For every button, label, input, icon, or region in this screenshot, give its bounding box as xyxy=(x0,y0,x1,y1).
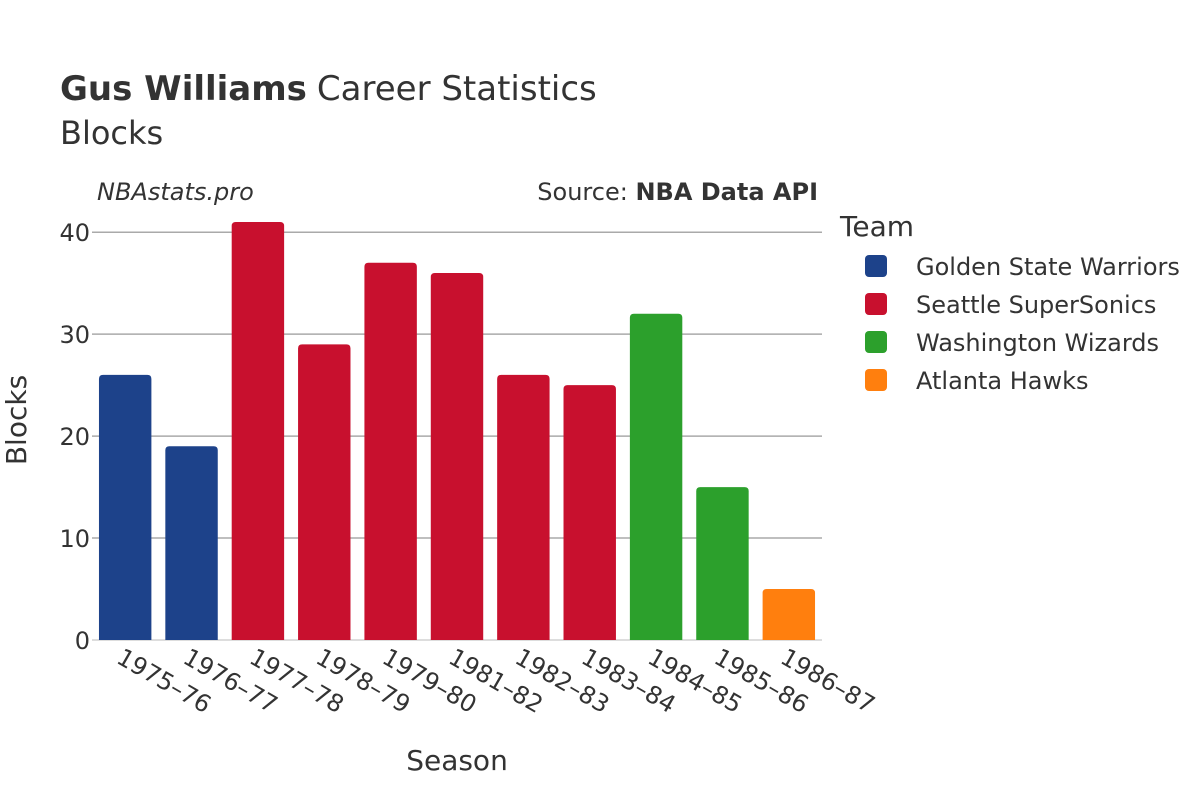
site-credit: NBAstats.pro xyxy=(97,178,254,206)
bar[interactable] xyxy=(497,374,550,640)
x-axis-title: Season xyxy=(406,744,508,777)
y-axis-title: Blocks xyxy=(0,375,33,465)
bars xyxy=(98,222,816,640)
x-axis-ticks: 1975–761976–771977–781978–791979–801981–… xyxy=(112,643,879,719)
chart-title-rest: Career Statistics xyxy=(317,69,597,109)
source-prefix: Source: xyxy=(537,178,635,206)
y-tick-label: 40 xyxy=(59,219,90,247)
bar[interactable] xyxy=(298,344,351,640)
bar[interactable] xyxy=(629,313,683,640)
y-tick-label: 0 xyxy=(75,627,90,655)
bar[interactable] xyxy=(563,385,616,640)
legend: Team Golden State Warriors Seattle SuperS… xyxy=(839,210,1180,395)
legend-item-label[interactable]: Golden State Warriors xyxy=(916,253,1180,281)
legend-item-label[interactable]: Atlanta Hawks xyxy=(916,367,1089,395)
y-tick-label: 10 xyxy=(59,525,90,553)
y-tick-label: 20 xyxy=(59,423,90,451)
chart-subtitle: Blocks xyxy=(60,114,163,152)
bar[interactable] xyxy=(165,446,218,640)
legend-swatch xyxy=(865,331,887,353)
bar[interactable] xyxy=(231,222,285,640)
source-name: NBA Data API xyxy=(635,178,818,206)
legend-swatch xyxy=(865,369,887,391)
legend-swatch xyxy=(865,255,887,277)
y-axis-ticks: 0 10 20 30 40 xyxy=(59,219,90,655)
bar[interactable] xyxy=(98,374,152,640)
y-tick-label: 30 xyxy=(59,321,90,349)
source-credit: Source: NBA Data API xyxy=(537,178,818,206)
bar[interactable] xyxy=(430,272,484,640)
legend-title: Team xyxy=(839,210,914,243)
legend-swatch xyxy=(865,293,887,315)
chart-title-player: Gus Williams xyxy=(60,69,307,109)
legend-item-label[interactable]: Washington Wizards xyxy=(916,329,1159,357)
legend-item-label[interactable]: Seattle SuperSonics xyxy=(916,291,1156,319)
bar[interactable] xyxy=(696,487,749,640)
chart-title: Gus Williams Career Statistics xyxy=(60,69,597,109)
bar[interactable] xyxy=(364,262,417,640)
bar[interactable] xyxy=(762,589,816,640)
